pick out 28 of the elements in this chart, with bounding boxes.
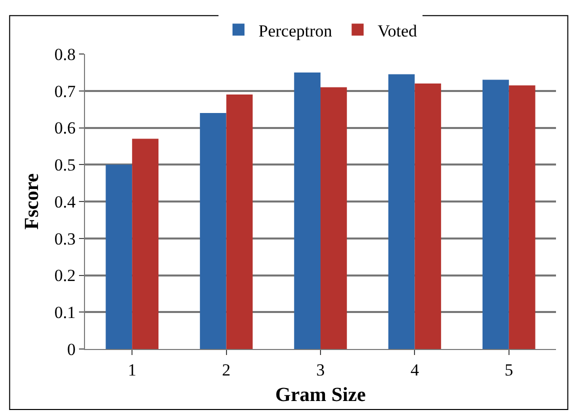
- x-tick-label: 5: [504, 360, 514, 380]
- y-tick-label: 0.5: [54, 156, 76, 175]
- y-tick-label: 0.7: [54, 82, 76, 101]
- bar: [106, 164, 132, 349]
- bar: [132, 138, 158, 349]
- bar: [200, 113, 226, 349]
- legend-label: Perceptron: [258, 21, 333, 40]
- x-tick-label: 2: [222, 360, 231, 380]
- y-tick-label: 0: [67, 340, 76, 359]
- x-tick-label: 1: [128, 360, 136, 380]
- y-tick-label: 0.1: [54, 303, 76, 322]
- x-axis-title: Gram Size: [275, 384, 366, 406]
- y-tick-label: 0.3: [54, 229, 76, 248]
- y-tick-label: 0.4: [54, 192, 76, 212]
- y-tick-label: 0.6: [54, 118, 76, 138]
- bar: [508, 85, 536, 349]
- y-tick-label: 0.8: [54, 44, 76, 64]
- bar: [482, 80, 509, 349]
- x-tick-label: 3: [316, 360, 325, 380]
- y-axis-title: Fscore: [20, 173, 43, 230]
- bar: [388, 74, 415, 349]
- bar: [294, 72, 320, 349]
- y-tick-label: 0.2: [54, 266, 76, 286]
- bar: [226, 94, 253, 349]
- bar: [320, 87, 347, 349]
- x-tick-label: 4: [410, 360, 420, 380]
- legend-label: Voted: [378, 21, 418, 40]
- bar: [414, 84, 442, 349]
